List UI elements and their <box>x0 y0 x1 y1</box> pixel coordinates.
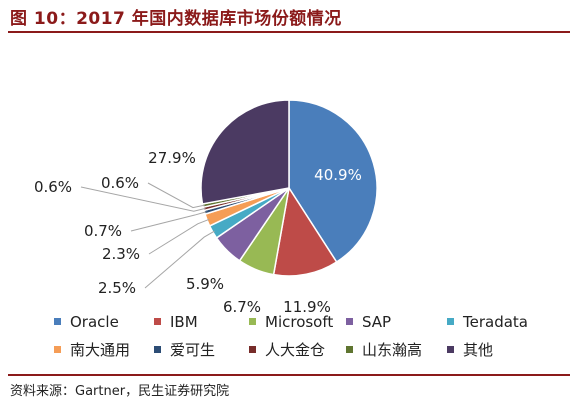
slice-value-label: 2.5% <box>98 279 136 297</box>
leader-line-5 <box>144 230 215 289</box>
pie-slice-2 <box>272 185 338 277</box>
legend-label: Oracle <box>70 313 119 331</box>
slice-value-label: 6.7% <box>223 298 261 316</box>
legend-label: 爱可生 <box>170 341 215 359</box>
slice-value-label: 5.9% <box>186 275 224 293</box>
legend-label: Teradata <box>462 313 528 331</box>
source-rule <box>8 374 570 376</box>
legend-label: Microsoft <box>265 313 333 331</box>
slice-value-label: 27.9% <box>148 149 196 167</box>
legend-label: SAP <box>362 313 391 331</box>
legend-swatch <box>249 346 256 353</box>
slice-value-label: 2.3% <box>102 245 140 263</box>
legend-label: IBM <box>170 313 198 331</box>
leader-line-6 <box>148 218 210 255</box>
legend-swatch <box>346 318 353 325</box>
legend-label: 人大金仓 <box>265 341 325 359</box>
slice-value-label: 0.6% <box>34 178 72 196</box>
slice-value-label: 40.9% <box>314 166 362 184</box>
legend-swatch <box>447 346 454 353</box>
legend-label: 南大通用 <box>70 341 130 359</box>
legend-swatch <box>154 318 161 325</box>
leader-line-9 <box>147 182 205 209</box>
legend-label: 其他 <box>463 341 493 359</box>
legend-swatch <box>54 318 61 325</box>
legend-swatch <box>447 318 454 325</box>
legend-label: 山东瀚高 <box>362 341 422 359</box>
pie-slice-10 <box>200 99 290 205</box>
legend-swatch <box>154 346 161 353</box>
slice-value-label: 11.9% <box>283 298 331 316</box>
slice-value-label: 0.6% <box>101 174 139 192</box>
chart-title: 图 10：2017 年国内数据库市场份额情况 <box>10 9 342 29</box>
pie-chart: 40.9% 11.9% 6.7% 5.9% 2.5% 2.3% 0.7% 0.6% 0.6% 27… <box>34 99 528 359</box>
source-note: 资料来源：Gartner，民生证券研究院 <box>10 384 230 399</box>
leader-line-8 <box>80 186 206 212</box>
legend-swatch <box>249 318 256 325</box>
title-rule <box>8 31 570 33</box>
leader-line-7 <box>130 211 207 232</box>
legend-swatch <box>54 346 61 353</box>
slice-value-label: 0.7% <box>84 222 122 240</box>
legend-swatch <box>346 346 353 353</box>
